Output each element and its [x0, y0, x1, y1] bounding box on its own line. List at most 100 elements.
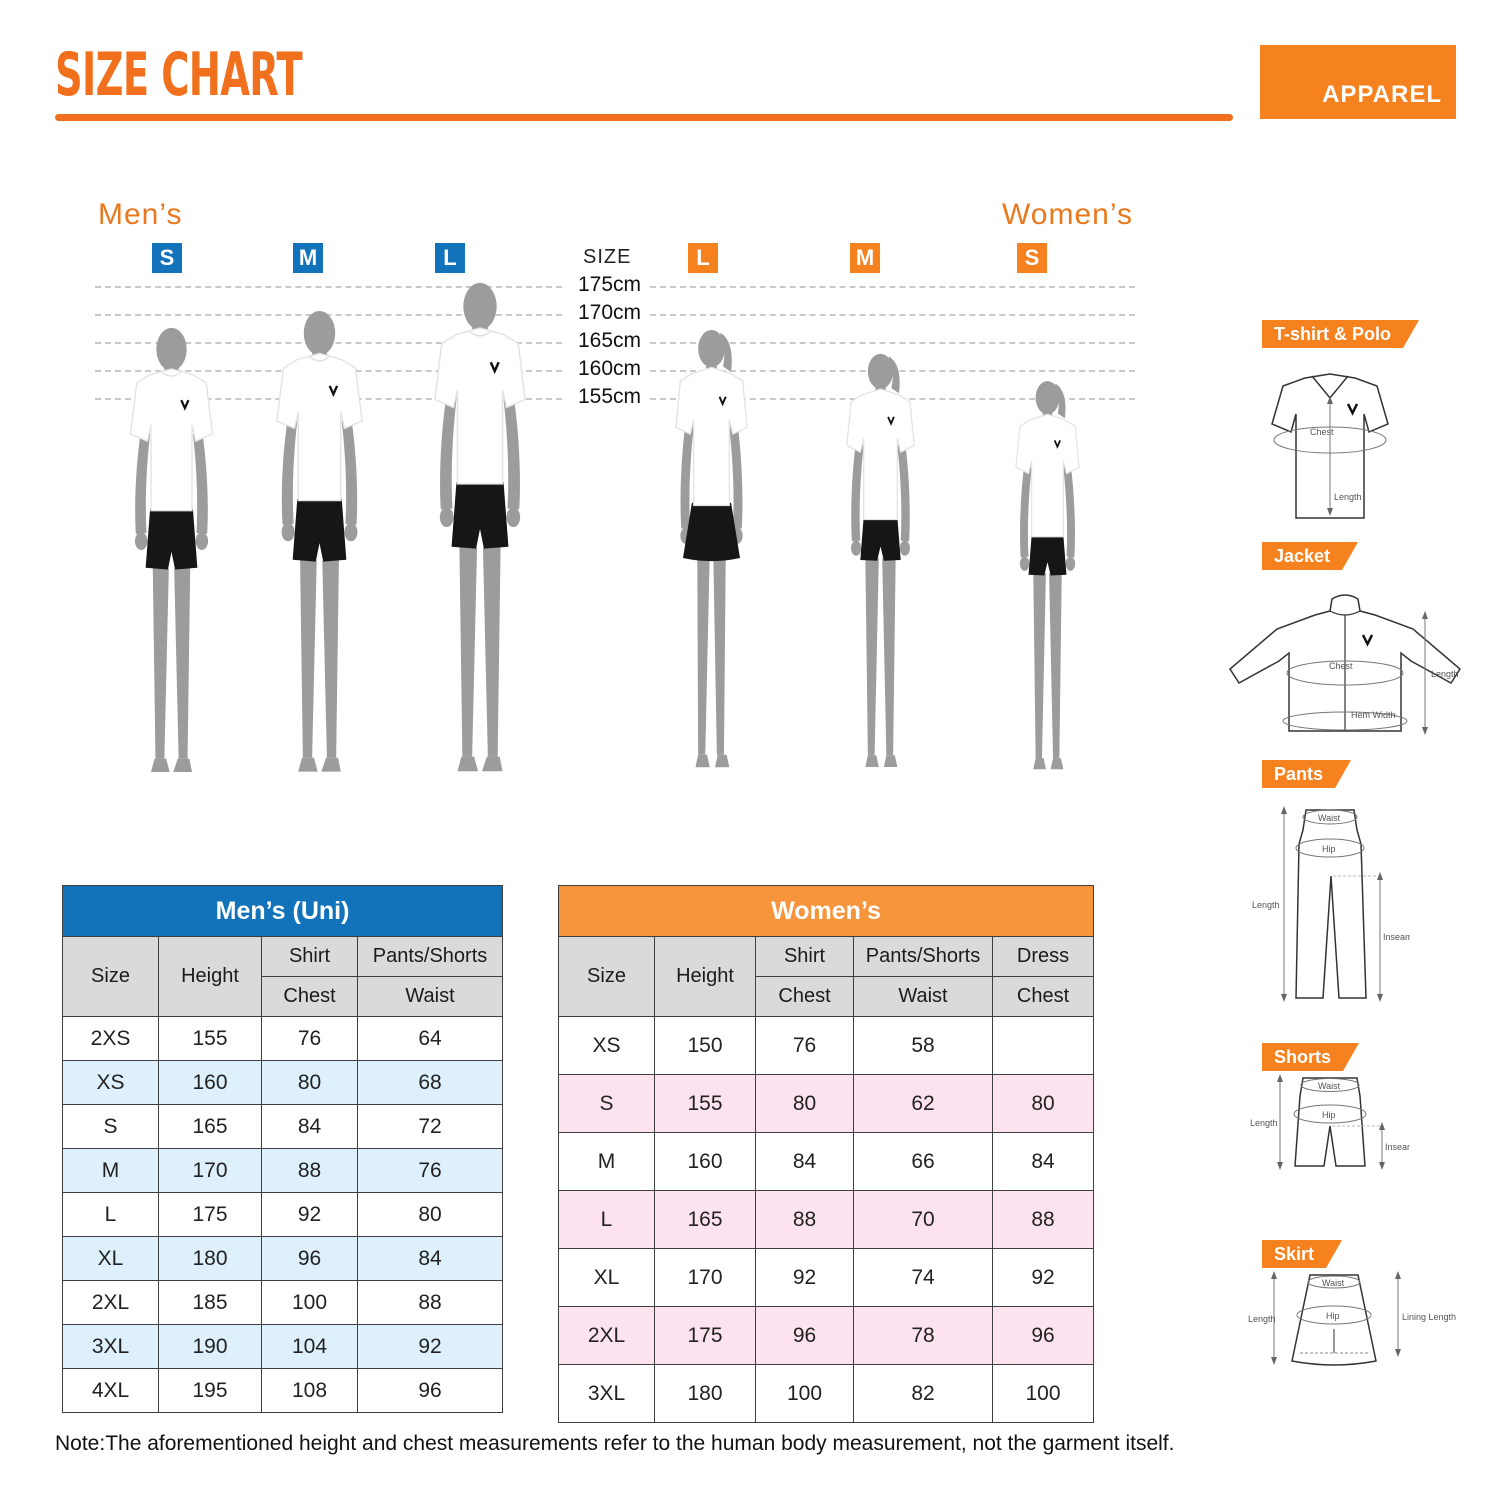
- col-header-dress-chest: Chest: [991, 976, 1095, 1017]
- figure-mens-s: [118, 321, 225, 786]
- table-cell: 3XL: [62, 1324, 159, 1369]
- table-cell: 150: [654, 1016, 756, 1075]
- shorts-length-label: Length: [1250, 1118, 1278, 1128]
- table-cell: 80: [261, 1060, 358, 1105]
- col-header-height: Height: [158, 936, 262, 1017]
- col-header-chest: Chest: [261, 976, 358, 1017]
- pants-hip-label: Hip: [1322, 844, 1336, 854]
- table-cell: 84: [991, 1132, 1095, 1191]
- jacket-hem-label: Hem Width: [1351, 710, 1396, 720]
- table-row: XS 160 80 68: [62, 1060, 504, 1105]
- table-cell: 170: [158, 1148, 262, 1193]
- table-cell: L: [62, 1192, 159, 1237]
- table-cell: 175: [654, 1306, 756, 1365]
- table-row: 2XL 185 100 88: [62, 1280, 504, 1325]
- pants-inseam-label: Inseam: [1383, 932, 1410, 942]
- table-row: 2XL 175 96 78 96: [558, 1306, 1095, 1365]
- table-cell: 2XS: [62, 1016, 159, 1061]
- table-cell: 76: [755, 1016, 854, 1075]
- mens-table-body: 2XS 155 76 64 XS 160 80 68 S 165 84 72 M 170 88 76 L 175 9…: [62, 1016, 504, 1413]
- pants-diagram: Waist Hip Length Inseam: [1252, 806, 1410, 1002]
- table-row: 2XS 155 76 64: [62, 1016, 504, 1061]
- table-cell: 76: [356, 1148, 504, 1193]
- womens-size-badge-m: M: [850, 243, 880, 273]
- table-cell: 58: [853, 1016, 993, 1075]
- table-cell: 165: [654, 1190, 756, 1249]
- height-label-170: 170cm: [578, 301, 642, 324]
- col-header-shirt: Shirt: [755, 936, 854, 977]
- mens-size-badge-s: S: [152, 243, 182, 273]
- table-cell: 92: [261, 1192, 358, 1237]
- figure-womens-m: [830, 345, 931, 785]
- col-header-height: Height: [654, 936, 756, 1017]
- tshirt-polo-diagram: Chest Length: [1271, 373, 1389, 519]
- col-header-waist: Waist: [853, 976, 993, 1017]
- height-label-175: 175cm: [578, 273, 642, 296]
- table-row: XL 180 96 84: [62, 1236, 504, 1281]
- womens-size-badge-s: S: [1017, 243, 1047, 273]
- height-label-165: 165cm: [578, 329, 642, 352]
- table-cell: 155: [654, 1074, 756, 1133]
- table-cell: 100: [755, 1364, 854, 1423]
- mens-size-badge-l: L: [435, 243, 465, 273]
- ribbon-pants: Pants: [1262, 760, 1351, 788]
- figure-mens-l: [421, 276, 539, 786]
- table-cell: 88: [755, 1190, 854, 1249]
- table-cell: 80: [755, 1074, 854, 1133]
- height-label-160: 160cm: [578, 357, 642, 380]
- ribbon-shorts: Shorts: [1262, 1043, 1359, 1071]
- table-cell: 68: [356, 1060, 504, 1105]
- table-cell: 180: [654, 1364, 756, 1423]
- table-cell: S: [558, 1074, 655, 1133]
- table-cell: XS: [558, 1016, 655, 1075]
- ribbon-skirt: Skirt: [1262, 1240, 1342, 1268]
- table-cell: 108: [261, 1368, 358, 1413]
- table-cell: 195: [158, 1368, 262, 1413]
- ribbon-tshirt-polo: T-shirt & Polo: [1262, 320, 1419, 348]
- womens-table-title-row: Women’s: [557, 885, 1095, 937]
- polo-chest-label: Chest: [1310, 427, 1334, 437]
- table-row: XL 170 92 74 92: [558, 1248, 1095, 1307]
- table-cell: 62: [853, 1074, 993, 1133]
- table-cell: 104: [261, 1324, 358, 1369]
- womens-size-badge-l: L: [688, 243, 718, 273]
- table-cell: 96: [261, 1236, 358, 1281]
- table-cell: 66: [853, 1132, 993, 1191]
- col-header-dress: Dress: [991, 936, 1095, 977]
- mens-table-header-row: Size Height Shirt Pants/Shorts: [62, 936, 504, 1017]
- page-title: SIZE CHART: [55, 40, 303, 110]
- table-cell: 96: [755, 1306, 854, 1365]
- table-cell: 84: [356, 1236, 504, 1281]
- shorts-diagram: Waist Hip Length Inseam: [1250, 1074, 1410, 1170]
- height-gridline: [95, 286, 562, 288]
- womens-size-table: Women’s Size Height Shirt Pants/Shorts D…: [557, 885, 1095, 1423]
- table-row: 3XL 180 100 82 100: [558, 1364, 1095, 1423]
- table-row: S 155 80 62 80: [558, 1074, 1095, 1133]
- jacket-length-label: Length: [1431, 669, 1459, 679]
- skirt-lining-label: Lining Length: [1402, 1312, 1456, 1322]
- table-cell: 96: [991, 1306, 1095, 1365]
- mens-table-subheader-row: Chest Waist: [63, 976, 504, 1017]
- table-cell: 185: [158, 1280, 262, 1325]
- table-cell: 190: [158, 1324, 262, 1369]
- mens-label: Men’s: [98, 198, 183, 231]
- table-cell: 2XL: [558, 1306, 655, 1365]
- height-gridline: [650, 342, 1135, 344]
- table-cell: 165: [158, 1104, 262, 1149]
- table-row: 4XL 195 108 96: [62, 1368, 504, 1413]
- table-cell: 100: [991, 1364, 1095, 1423]
- table-row: M 160 84 66 84: [558, 1132, 1095, 1191]
- skirt-waist-label: Waist: [1322, 1278, 1345, 1288]
- col-header-chest: Chest: [755, 976, 854, 1017]
- table-row: S 165 84 72: [62, 1104, 504, 1149]
- table-cell: XL: [558, 1248, 655, 1307]
- table-cell: 96: [356, 1368, 504, 1413]
- table-cell: 88: [261, 1148, 358, 1193]
- shorts-inseam-label: Inseam: [1385, 1142, 1410, 1152]
- womens-table-subheader-row: Chest Waist Chest: [559, 976, 1095, 1017]
- table-cell: 74: [853, 1248, 993, 1307]
- womens-table-body: XS 150 76 58 S 155 80 62 80 M 160 84 66 84 L 165 88 70 88 X…: [558, 1016, 1095, 1423]
- note-text: Note:The aforementioned height and chest…: [55, 1432, 1175, 1455]
- mens-size-badge-m: M: [293, 243, 323, 273]
